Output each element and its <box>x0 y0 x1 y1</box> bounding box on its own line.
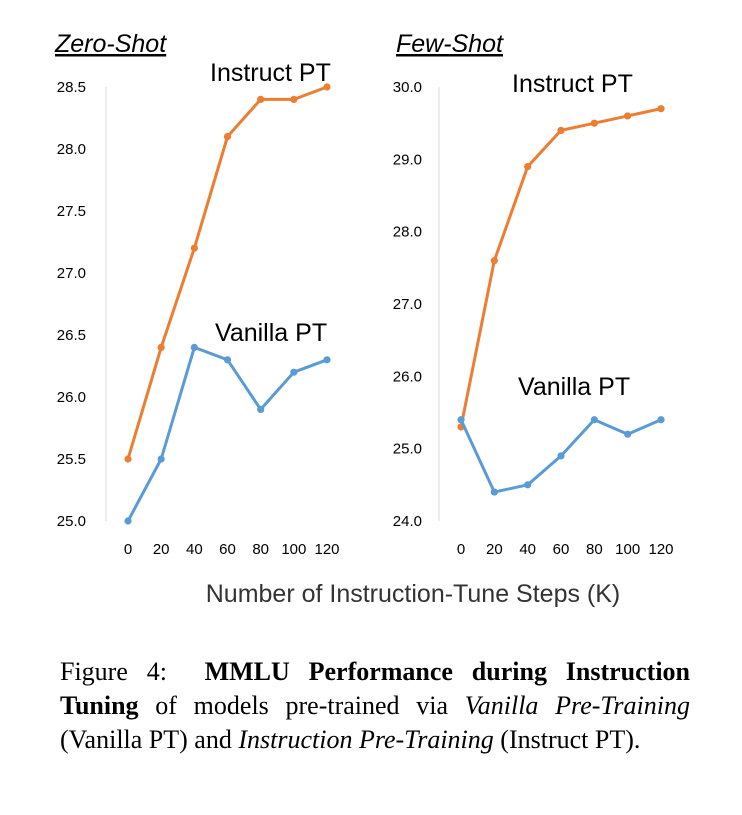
y-tick-label: 27.0 <box>393 296 422 313</box>
series-label: Vanilla PT <box>518 373 630 401</box>
y-tick-label: 30.0 <box>393 79 422 96</box>
series-label: Instruct PT <box>210 59 331 87</box>
x-tick-label: 60 <box>553 541 570 558</box>
series-point <box>657 105 665 113</box>
x-tick-label: 100 <box>615 541 640 558</box>
x-tick-label: 60 <box>219 541 236 558</box>
caption-text-3: (Instruct PT). <box>493 725 641 754</box>
x-tick-label: 0 <box>124 541 132 558</box>
x-tick-label: 80 <box>586 541 603 558</box>
caption-bold: MMLU Performance during Instruction Tuni… <box>60 657 691 720</box>
caption-label: Figure 4: <box>60 657 167 686</box>
series-line <box>126 85 329 461</box>
y-tick-label: 26.0 <box>57 389 86 406</box>
y-tick-label: 27.5 <box>57 203 86 220</box>
x-tick-label: 120 <box>648 541 673 558</box>
x-tick-label: 100 <box>281 541 306 558</box>
series-point <box>290 368 298 376</box>
y-tick-label: 25.5 <box>57 451 86 468</box>
x-tick-label: 20 <box>486 541 503 558</box>
series-point <box>323 83 331 91</box>
y-tick-label: 28.5 <box>57 79 86 96</box>
series-point <box>157 455 165 463</box>
series-point <box>557 452 565 460</box>
y-tick-label: 25.0 <box>57 513 86 530</box>
series-point <box>223 356 232 364</box>
y-tick-label: 28.0 <box>393 224 422 241</box>
y-tick-label: 25.0 <box>393 441 422 458</box>
y-tick-label: 24.0 <box>393 513 422 530</box>
series-point <box>657 416 665 424</box>
series-point <box>190 244 198 252</box>
x-tick-label: 120 <box>314 541 339 558</box>
chart-title: Zero-Shot <box>54 30 167 58</box>
series-point <box>157 343 165 351</box>
series-point <box>590 119 598 127</box>
series-point <box>490 257 498 265</box>
caption-text-2: (Vanilla PT) and <box>60 725 239 754</box>
x-tick-label: 0 <box>457 541 465 558</box>
y-tick-label: 26.0 <box>393 368 422 385</box>
x-tick-label: 40 <box>186 541 203 558</box>
series-point <box>223 133 232 141</box>
caption-italic-1: Vanilla Pre-Training <box>464 691 690 720</box>
series-point <box>323 356 331 364</box>
series-point <box>624 430 632 438</box>
series-label: Vanilla PT <box>215 319 327 347</box>
x-tick-label: 40 <box>519 541 536 558</box>
series-point <box>290 95 298 103</box>
y-tick-label: 28.0 <box>57 141 86 158</box>
y-tick-label: 26.5 <box>57 327 86 344</box>
x-axis-label: Number of Instruction-Tune Steps (K) <box>206 580 621 608</box>
series-label: Instruct PT <box>512 70 633 98</box>
series-point <box>124 455 132 463</box>
x-tick-label: 20 <box>153 541 170 558</box>
series-point <box>124 517 132 525</box>
caption-text-1: of models pre-trained via <box>138 691 465 720</box>
chart-title: Few-Shot <box>396 30 504 58</box>
series-point <box>524 162 532 171</box>
series-point <box>524 481 532 489</box>
y-tick-label: 29.0 <box>393 151 422 168</box>
series-point <box>257 405 265 413</box>
caption-italic-2: Instruction Pre-Training <box>238 725 494 754</box>
series-point <box>557 126 565 134</box>
series-point <box>457 416 465 424</box>
series-point <box>190 343 198 351</box>
series-point <box>590 416 598 424</box>
figure-caption: Figure 4: MMLU Performance during Instru… <box>60 655 690 757</box>
series-point <box>490 488 498 496</box>
series-point <box>257 95 265 103</box>
y-tick-label: 27.0 <box>57 265 86 282</box>
x-tick-label: 80 <box>252 541 269 558</box>
series-point <box>624 112 632 120</box>
